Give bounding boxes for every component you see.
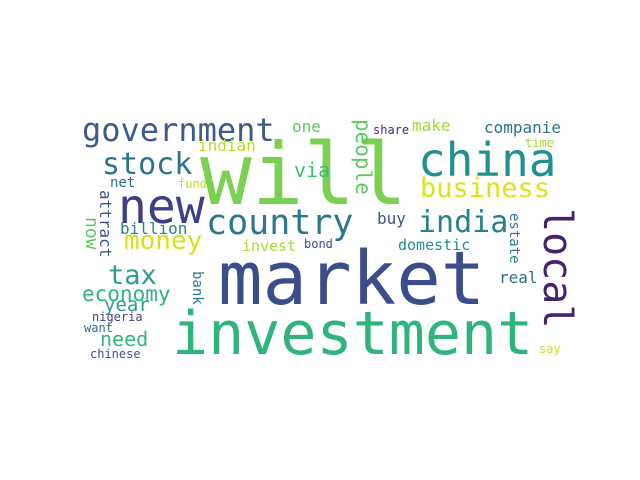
word-time: time — [525, 136, 554, 150]
word-make: make — [412, 116, 451, 135]
word-say: say — [539, 342, 561, 356]
word-indian: indian — [198, 136, 256, 155]
word-china: china — [418, 133, 557, 187]
word-nigeria: nigeria — [92, 310, 143, 324]
word-attract: attract — [96, 190, 115, 258]
word-will: will — [200, 125, 408, 225]
word-net: net — [110, 175, 136, 191]
word-india: india — [418, 205, 509, 240]
word-bank: bank — [189, 271, 205, 305]
word-buy: buy — [377, 209, 406, 228]
word-people: people — [351, 119, 375, 195]
word-estate: estate — [506, 213, 522, 264]
word-chinese: chinese — [90, 347, 141, 361]
word-fund: fund — [178, 177, 207, 191]
word-country: country — [206, 203, 354, 243]
word-tax: tax — [108, 260, 157, 291]
word-bond: bond — [304, 237, 333, 251]
word-money: money — [124, 226, 203, 256]
word-companie: companie — [484, 118, 562, 137]
word-year: year — [104, 294, 150, 316]
word-stock: stock — [102, 147, 193, 182]
word-via: via — [294, 158, 331, 182]
word-share: share — [373, 123, 410, 137]
word-need: need — [100, 327, 149, 351]
word-local: local — [534, 208, 580, 329]
word-invest: invest — [242, 237, 297, 255]
word-domestic: domestic — [398, 236, 471, 254]
word-want: want — [84, 321, 113, 335]
word-billion: billion — [120, 219, 188, 238]
word-real: real — [499, 268, 538, 287]
word-new: new — [118, 179, 205, 235]
word-one: one — [292, 117, 321, 136]
word-government: government — [82, 111, 275, 149]
word-business: business — [420, 173, 551, 204]
word-investment: investment — [172, 299, 534, 369]
word-economy: economy — [82, 282, 171, 306]
word-market: market — [218, 236, 486, 322]
